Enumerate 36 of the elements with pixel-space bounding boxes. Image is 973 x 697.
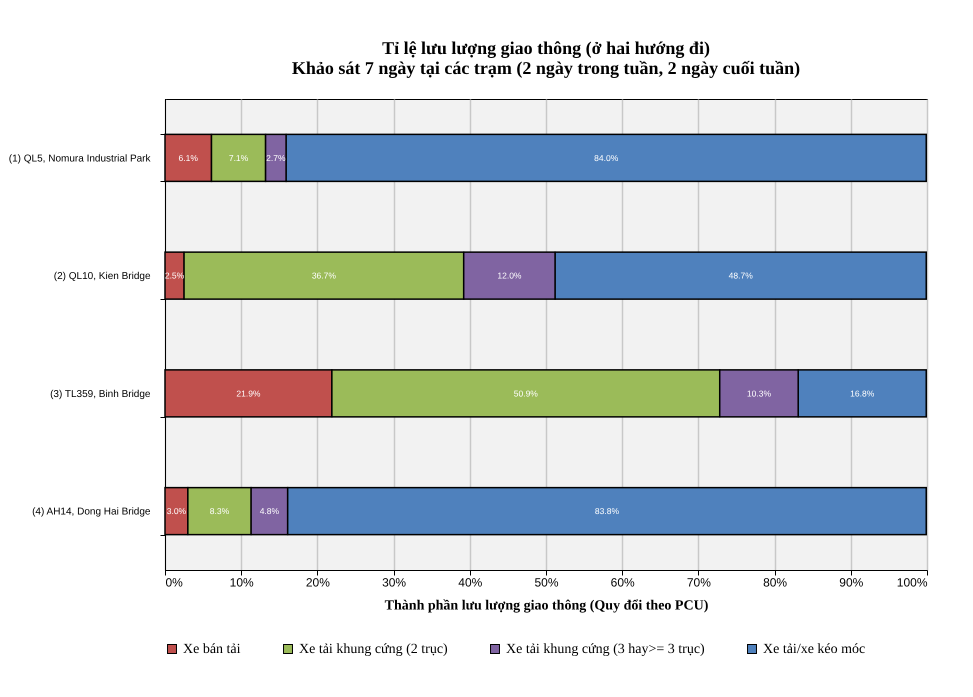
y-tick-label: (3) TL359, Binh Bridge bbox=[50, 388, 151, 400]
x-axis-title: Thành phần lưu lượng giao thông (Quy đổi theo PCU) bbox=[384, 598, 709, 614]
data-label: 16.8% bbox=[850, 388, 875, 398]
legend-label: Xe tải khung cứng (2 trục) bbox=[299, 642, 448, 657]
x-tick-label: 50% bbox=[534, 576, 559, 590]
x-tick-label: 90% bbox=[839, 576, 864, 590]
data-label: 3.0% bbox=[166, 506, 187, 516]
x-tick-label: 10% bbox=[230, 576, 254, 590]
data-label: 50.9% bbox=[514, 388, 538, 398]
data-label: 84.0% bbox=[594, 152, 619, 163]
y-tick-label: (2) QL10, Kien Bridge bbox=[54, 271, 151, 282]
legend-label: Xe tải/xe kéo móc bbox=[763, 642, 866, 657]
x-tick-label: 0% bbox=[166, 576, 184, 590]
data-label: 48.7% bbox=[728, 270, 754, 281]
y-tick-label: (1) QL5, Nomura Industrial Park bbox=[8, 153, 152, 164]
x-tick-label: 70% bbox=[686, 576, 712, 590]
x-tick-label: 80% bbox=[763, 576, 788, 590]
x-tick-label: 100% bbox=[896, 576, 928, 590]
data-label: 8.3% bbox=[210, 506, 230, 516]
chart-title: Tỉ lệ lưu lượng giao thông (ở hai hướng đi) Khảo sát 7 ngày tại các trạm (2 ngày trong tuần, 2 ngày cuối tuần) bbox=[292, 38, 800, 78]
legend-label: Xe bán tải bbox=[183, 642, 241, 657]
x-tick-label: 20% bbox=[306, 576, 330, 590]
data-label: 21.9% bbox=[236, 388, 261, 398]
data-label: 83.8% bbox=[594, 506, 620, 516]
data-label: 36.7% bbox=[312, 270, 336, 281]
y-tick-label: (4) AH14, Dong Hai Bridge bbox=[32, 506, 151, 518]
data-label: 6.1% bbox=[178, 152, 198, 163]
data-label: 10.3% bbox=[746, 388, 772, 398]
data-label: 7.1% bbox=[228, 152, 249, 163]
legend-label: Xe tải khung cứng (3 hay>= 3 trục) bbox=[506, 642, 706, 657]
data-label: 4.8% bbox=[260, 506, 280, 516]
x-tick-label: 30% bbox=[382, 576, 406, 590]
x-tick-label: 40% bbox=[458, 576, 483, 590]
data-label: 12.0% bbox=[497, 270, 522, 281]
x-tick-label: 60% bbox=[610, 576, 636, 590]
data-label: 2.7% bbox=[266, 152, 286, 163]
